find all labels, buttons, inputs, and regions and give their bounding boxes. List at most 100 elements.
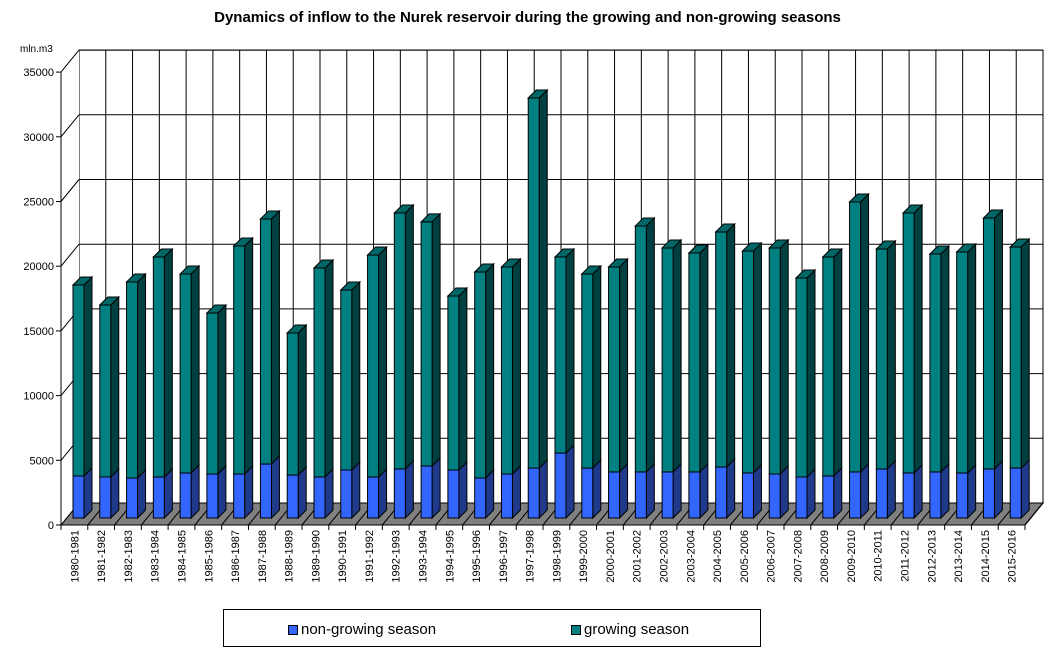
bar-side xyxy=(217,303,227,476)
bar-side xyxy=(324,258,334,479)
bar-side xyxy=(565,247,575,455)
x-tick-label: 1991-1992 xyxy=(364,530,376,583)
bar-growing xyxy=(634,216,656,474)
bar-side xyxy=(967,242,977,475)
bar-top xyxy=(1009,238,1031,248)
bar-front xyxy=(206,473,219,519)
bar-side xyxy=(645,462,655,520)
bar-front xyxy=(179,273,192,474)
x-tick-label: 2004-2005 xyxy=(712,530,724,583)
bar-top xyxy=(928,245,951,255)
bar-side xyxy=(404,459,414,520)
bar-side xyxy=(699,243,709,474)
bar-growing xyxy=(500,257,522,476)
bar-top xyxy=(714,223,736,233)
bar-top xyxy=(393,204,415,214)
x-tick-label: 1988-1989 xyxy=(284,530,296,583)
bar-top xyxy=(982,209,1004,219)
bar-side xyxy=(431,456,441,520)
bar-non-growing xyxy=(929,462,950,520)
bar-front xyxy=(982,468,995,519)
bar-front xyxy=(500,266,513,475)
bar-non-growing xyxy=(420,456,441,520)
bar-top xyxy=(901,204,924,214)
x-tick-label: 1993-1994 xyxy=(418,530,430,583)
x-tick-label: 1980-1981 xyxy=(69,530,81,583)
bar-front xyxy=(259,463,272,519)
bar-top xyxy=(125,273,147,283)
bar-non-growing xyxy=(982,459,1003,520)
bar-front xyxy=(849,471,862,519)
bar-top xyxy=(500,258,522,268)
bar-growing xyxy=(553,247,576,455)
x-tick-label: 2009-2010 xyxy=(846,530,858,583)
bar-front xyxy=(956,251,969,474)
bar-growing xyxy=(848,192,870,474)
legend-swatch-growing xyxy=(571,624,581,635)
bar-top xyxy=(848,193,870,203)
bar-front xyxy=(152,476,165,519)
bar-growing xyxy=(794,268,817,479)
bar-growing xyxy=(312,258,335,479)
bar-growing xyxy=(955,242,977,475)
bar-non-growing xyxy=(581,458,602,520)
bar-growing xyxy=(152,247,174,479)
gridline-side xyxy=(60,243,80,267)
bar-side xyxy=(1020,458,1030,520)
bar-growing xyxy=(687,243,710,474)
y-tick-label: 30000 xyxy=(23,132,54,144)
bar-side xyxy=(137,272,147,480)
y-tick-label: 10000 xyxy=(23,391,54,403)
bar-top xyxy=(553,248,576,258)
bar-growing xyxy=(821,247,843,478)
x-tick-label: 2006-2007 xyxy=(766,530,778,583)
bar-side xyxy=(886,459,896,520)
bar-non-growing xyxy=(715,457,736,520)
bar-front xyxy=(822,256,835,477)
bar-front xyxy=(286,474,299,519)
bar-growing xyxy=(419,212,442,468)
bar-non-growing xyxy=(688,462,709,520)
bar-growing xyxy=(178,264,201,475)
chart-title: Dynamics of inflow to the Nurek reservoi… xyxy=(214,9,841,26)
bar-front xyxy=(795,277,808,478)
bar-side xyxy=(993,459,1003,520)
bar-front xyxy=(661,247,674,473)
x-tick-label: 1982-1983 xyxy=(123,530,135,583)
x-tick-label: 1989-1990 xyxy=(310,530,322,583)
bar-front xyxy=(313,267,326,478)
x-tick-label: 1984-1985 xyxy=(177,530,189,583)
bar-side xyxy=(726,222,736,469)
bar-front xyxy=(608,471,621,519)
bar-front xyxy=(581,273,594,469)
bar-front xyxy=(822,475,835,519)
x-tick-label: 2002-2003 xyxy=(659,530,671,583)
x-tick-label: 1983-1984 xyxy=(150,530,162,583)
bar-top xyxy=(419,213,442,223)
bar-front xyxy=(447,469,460,519)
bar-non-growing xyxy=(1009,458,1030,520)
bar-front xyxy=(741,250,754,474)
bar-growing xyxy=(660,238,683,474)
bar-front xyxy=(500,473,513,519)
bar-side xyxy=(860,192,870,474)
bar-front xyxy=(393,212,406,470)
bar-front xyxy=(367,476,380,519)
bar-non-growing xyxy=(795,467,816,520)
y-axis-label: mln.m3 xyxy=(20,44,53,55)
bar-side xyxy=(190,463,200,520)
bar-front xyxy=(72,475,85,519)
bar-growing xyxy=(928,244,951,474)
bar-growing xyxy=(768,238,790,476)
bar-top xyxy=(366,246,388,256)
bar-non-growing xyxy=(661,462,682,520)
bar-side xyxy=(619,462,629,520)
bar-side xyxy=(886,239,896,471)
bar-front xyxy=(768,473,781,519)
bar-top xyxy=(875,240,897,250)
x-tick-label: 2001-2002 xyxy=(632,530,644,583)
y-tick-label: 0 xyxy=(48,520,54,532)
x-tick-label: 2014-2015 xyxy=(980,530,992,583)
x-tick-label: 1981-1982 xyxy=(96,530,108,583)
bar-top xyxy=(152,248,174,258)
